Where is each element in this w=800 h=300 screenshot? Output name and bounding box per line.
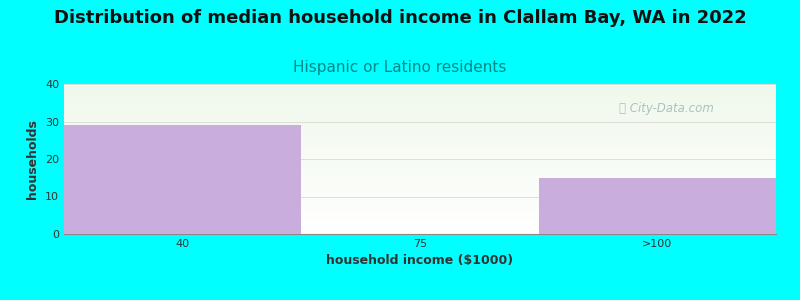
- X-axis label: household income ($1000): household income ($1000): [326, 254, 514, 267]
- Text: Hispanic or Latino residents: Hispanic or Latino residents: [294, 60, 506, 75]
- Text: Ⓣ City-Data.com: Ⓣ City-Data.com: [619, 102, 714, 115]
- Text: Distribution of median household income in Clallam Bay, WA in 2022: Distribution of median household income …: [54, 9, 746, 27]
- Bar: [64, 125, 302, 234]
- Bar: [538, 178, 776, 234]
- Y-axis label: households: households: [26, 119, 39, 199]
